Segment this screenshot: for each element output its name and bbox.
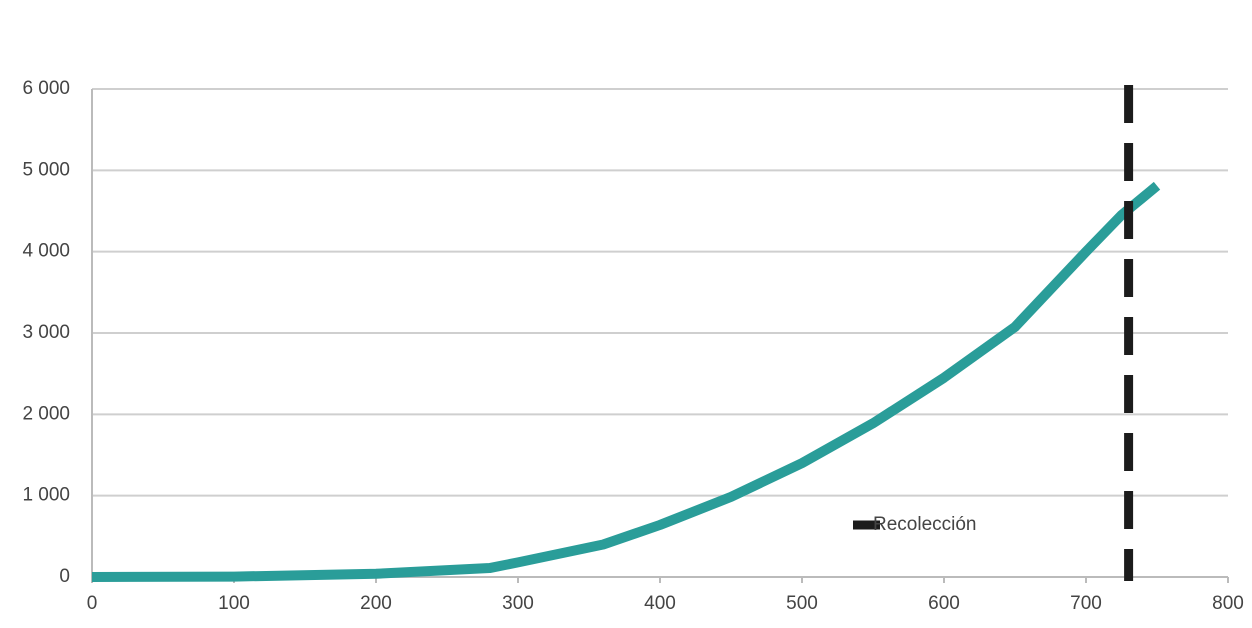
x-tick-label: 100 [218, 593, 250, 614]
legend-label: Recolección [873, 514, 977, 535]
x-tick-label: 500 [786, 593, 818, 614]
y-tick-label: 5 000 [22, 159, 70, 180]
y-tick-label: 3 000 [22, 322, 70, 343]
y-tick-label: 6 000 [22, 78, 70, 99]
x-tick-label: 0 [87, 593, 98, 614]
x-tick-label: 800 [1212, 593, 1244, 614]
x-tick-label: 200 [360, 593, 392, 614]
x-tick-label: 400 [644, 593, 676, 614]
y-tick-label: 0 [59, 566, 70, 587]
x-tick-label: 700 [1070, 593, 1102, 614]
y-tick-label: 2 000 [22, 403, 70, 424]
y-tick-label: 1 000 [22, 485, 70, 506]
data-line [91, 181, 1161, 582]
x-tick-label: 300 [502, 593, 534, 614]
x-tick-label: 600 [928, 593, 960, 614]
y-tick-label: 4 000 [22, 241, 70, 262]
